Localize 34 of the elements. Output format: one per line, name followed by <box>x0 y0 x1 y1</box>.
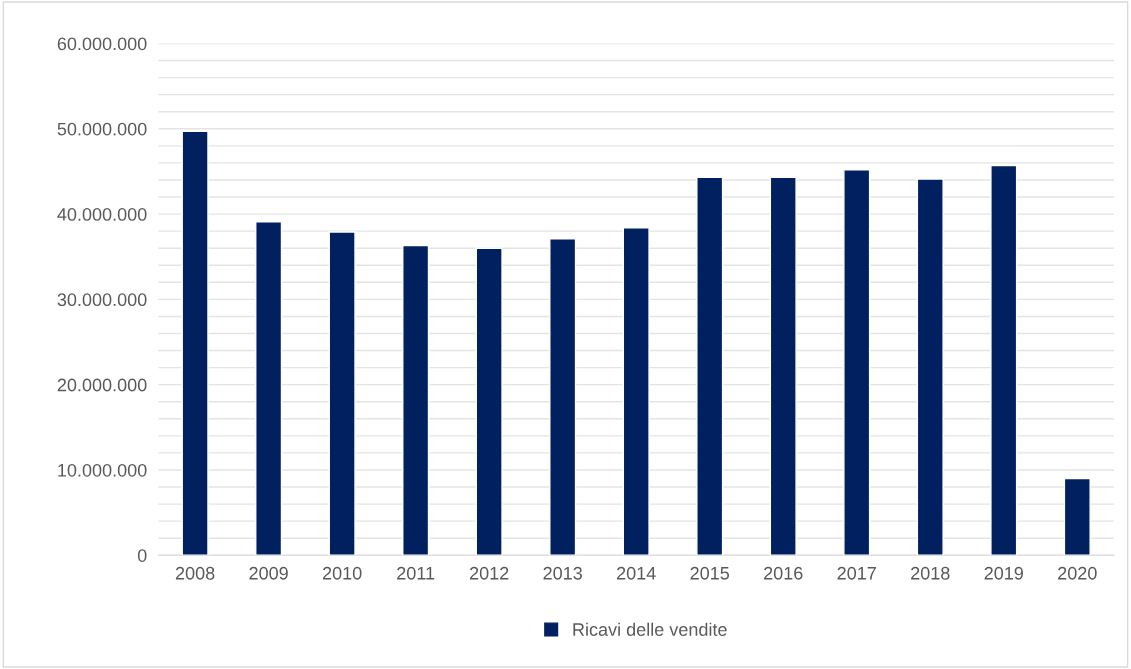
bar <box>990 164 1018 556</box>
bar <box>1063 477 1091 556</box>
y-tick-label: 30.000.000 <box>57 293 147 307</box>
bar <box>843 169 871 556</box>
bar <box>622 227 650 556</box>
y-tick-label: 60.000.000 <box>57 37 147 51</box>
x-tick-label: 2014 <box>617 566 656 580</box>
y-tick-label: 40.000.000 <box>57 208 147 221</box>
bar <box>696 176 724 556</box>
x-tick-label: 2018 <box>911 566 950 580</box>
x-tick-label: 2020 <box>1058 566 1097 580</box>
bar <box>255 221 283 556</box>
x-tick-label: 2015 <box>690 566 730 580</box>
bar <box>475 247 503 556</box>
x-tick-label: 2012 <box>469 566 509 580</box>
bar <box>402 244 430 556</box>
x-tick-label: 2017 <box>837 566 876 580</box>
y-tick-label: 10.000.000 <box>58 463 147 477</box>
x-tick-label: 2019 <box>984 566 1023 580</box>
bar <box>328 231 356 556</box>
legend-label: Ricavi delle vendite <box>573 622 727 636</box>
x-tick-label: 2009 <box>249 566 288 580</box>
y-tick-label: 20.000.000 <box>57 378 147 392</box>
bar <box>916 178 944 556</box>
x-tick-label: 2010 <box>322 566 362 580</box>
bar <box>549 238 577 556</box>
x-tick-label: 2011 <box>397 566 435 580</box>
x-tick-label: 2016 <box>764 566 803 580</box>
x-tick-label: 2013 <box>543 566 582 580</box>
x-tick-label: 2008 <box>175 566 215 580</box>
bar <box>769 176 797 556</box>
y-tick-label: 50.000.000 <box>57 122 147 136</box>
bar <box>181 130 209 556</box>
y-tick-label: 0 <box>137 549 147 562</box>
